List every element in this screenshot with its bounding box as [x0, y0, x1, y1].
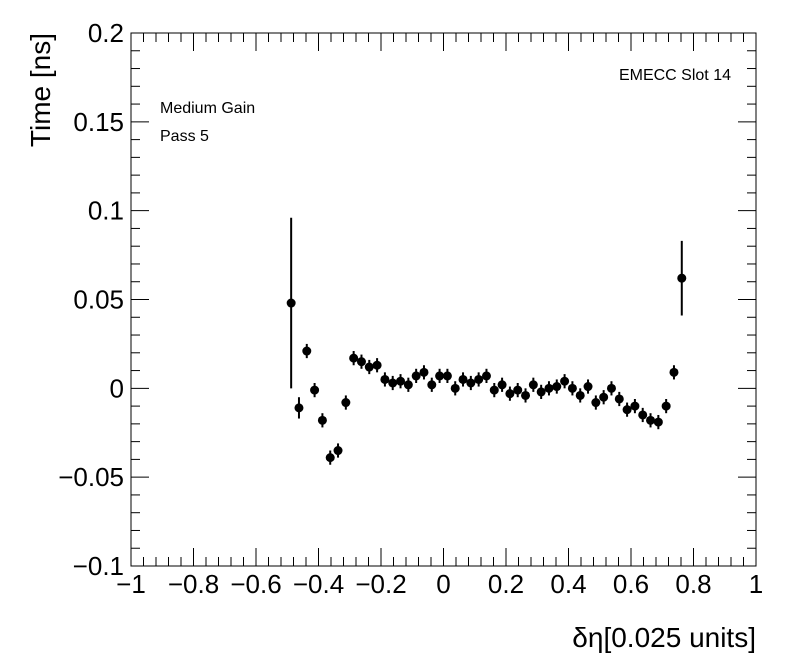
- data-point: [411, 371, 421, 381]
- data-point: [325, 453, 335, 463]
- data-point: [442, 371, 452, 381]
- y-tick-labels: −0.1 −0.05 0 0.05 0.1 0.15 0.2: [58, 18, 124, 581]
- data-point: [286, 298, 296, 308]
- data-point: [669, 367, 679, 377]
- data-point: [536, 387, 546, 397]
- y-tick-label: 0.15: [73, 107, 124, 137]
- data-point: [310, 385, 320, 395]
- annotation-pass: Pass 5: [160, 128, 209, 145]
- data-point: [356, 357, 366, 367]
- x-tick-label: −0.4: [293, 569, 344, 599]
- data-point: [458, 374, 468, 384]
- data-point: [403, 380, 413, 390]
- data-point: [614, 394, 624, 404]
- x-tick-label: −1: [116, 569, 146, 599]
- data-point: [497, 380, 507, 390]
- x-tick-label: 0.2: [488, 569, 524, 599]
- data-point: [552, 382, 562, 392]
- data-point: [419, 367, 429, 377]
- y-tick-label: −0.1: [73, 551, 124, 581]
- y-axis-title: Time [ns]: [25, 33, 56, 147]
- data-point: [317, 415, 327, 425]
- data-point: [575, 390, 585, 400]
- data-point: [591, 398, 601, 408]
- data-point: [435, 371, 445, 381]
- x-tick-label: 0.6: [613, 569, 649, 599]
- data-point: [560, 376, 570, 386]
- x-tick-label: 0: [436, 569, 450, 599]
- data-point: [396, 376, 406, 386]
- data-point: [544, 383, 554, 393]
- x-tick-label: −0.6: [230, 569, 281, 599]
- data-point: [427, 380, 437, 390]
- x-tick-label: −0.8: [168, 569, 219, 599]
- data-point: [653, 417, 663, 427]
- data-point: [606, 383, 616, 393]
- data-point: [450, 383, 460, 393]
- data-point: [481, 371, 491, 381]
- data-point: [630, 401, 640, 411]
- x-tick-label: 0.4: [550, 569, 586, 599]
- data-point: [489, 385, 499, 395]
- data-point: [567, 383, 577, 393]
- data-point: [661, 401, 671, 411]
- data-point: [294, 403, 304, 413]
- data-point: [388, 378, 398, 388]
- y-tick-label: 0.1: [88, 196, 124, 226]
- annotation-gain: Medium Gain: [160, 100, 255, 117]
- data-point: [638, 410, 648, 420]
- data-point: [302, 346, 312, 356]
- data-point: [349, 353, 359, 363]
- y-tick-label: 0.2: [88, 18, 124, 48]
- data-point: [505, 389, 515, 399]
- y-tick-label: 0: [110, 373, 124, 403]
- data-point: [528, 380, 538, 390]
- data-point: [474, 374, 484, 384]
- data-point: [646, 415, 656, 425]
- annotation-slot: EMECC Slot 14: [619, 67, 731, 84]
- data-points: [286, 217, 687, 465]
- x-tick-label: 0.8: [675, 569, 711, 599]
- axis-ticks: [130, 32, 757, 567]
- data-point: [677, 273, 687, 283]
- x-tick-label: 1: [749, 569, 763, 599]
- x-tick-labels: −1 −0.8 −0.6 −0.4 −0.2 0 0.2 0.4 0.6 0.8 1: [116, 569, 763, 599]
- data-point: [372, 360, 382, 370]
- x-tick-label: −0.2: [355, 569, 406, 599]
- data-point: [466, 378, 476, 388]
- data-point: [513, 385, 523, 395]
- data-point: [583, 382, 593, 392]
- data-point: [380, 374, 390, 384]
- data-point: [521, 390, 531, 400]
- data-point: [341, 398, 351, 408]
- data-point: [599, 392, 609, 402]
- y-tick-label: −0.05: [58, 462, 124, 492]
- data-point: [622, 405, 632, 415]
- x-axis-title: δη[0.025 units]: [572, 622, 756, 653]
- data-point: [364, 362, 374, 372]
- data-point: [333, 446, 343, 456]
- y-tick-label: 0.05: [73, 285, 124, 315]
